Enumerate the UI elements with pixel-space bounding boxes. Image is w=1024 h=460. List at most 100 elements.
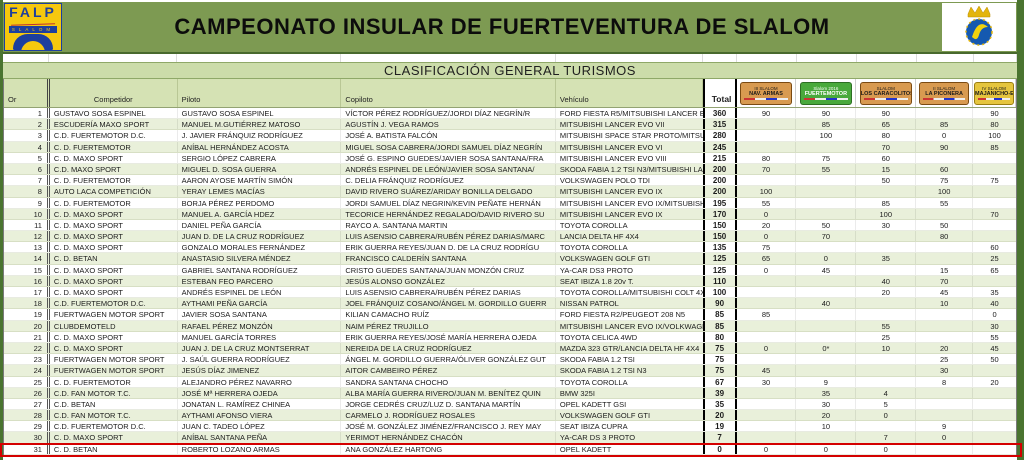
cell-score-4[interactable]: 30 (916, 365, 974, 376)
cell-score-4[interactable]: 80 (916, 231, 974, 242)
cell-competitor[interactable]: C. D. MAXO SPORT (50, 287, 178, 298)
cell-total[interactable]: 215 (702, 152, 737, 163)
cell-score-1[interactable]: 90 (737, 108, 797, 119)
cell-score-4[interactable] (916, 242, 974, 253)
cell-pilot[interactable]: JUAN D. DE LA CRUZ RODRÍGUEZ (178, 231, 342, 242)
cell-pilot[interactable]: BORJA PÉREZ PERDOMO (178, 197, 342, 208)
cell-score-2[interactable] (796, 197, 857, 208)
cell-position[interactable]: 20 (4, 320, 50, 331)
cell-total[interactable]: 110 (702, 275, 737, 286)
cell-score-4[interactable]: 55 (916, 197, 974, 208)
cell-competitor[interactable]: C. D. FUERTEMOTOR (50, 141, 178, 152)
cell-pilot[interactable]: MANUEL GARCÍA TORRES (178, 331, 342, 342)
cell-score-4[interactable]: 90 (916, 141, 974, 152)
cell-score-2[interactable] (796, 175, 857, 186)
cell-score-2[interactable]: 0* (796, 342, 857, 354)
cell-score-3[interactable]: 50 (856, 175, 917, 186)
cell-score-4[interactable]: 85 (916, 119, 974, 130)
cell-score-3[interactable] (856, 242, 917, 253)
cell-total[interactable]: 100 (702, 287, 737, 298)
cell-score-5[interactable]: 100 (988, 131, 1001, 141)
cell-score-3[interactable] (856, 264, 917, 275)
cell-total[interactable]: 135 (702, 242, 737, 253)
cell-score-3[interactable] (856, 309, 917, 320)
cell-score-2[interactable]: 30 (796, 398, 857, 410)
cell-competitor[interactable]: FUERTWAGEN MOTOR SPORT (50, 365, 178, 376)
cell-total[interactable]: 200 (702, 186, 737, 197)
cell-score-3[interactable]: 20 (856, 287, 917, 298)
cell-score-5[interactable]: 90 (990, 109, 999, 118)
cell-competitor[interactable]: C. D. MAXO SPORT (50, 219, 178, 231)
cell-pilot[interactable]: MANUEL M.GUTIÉRREZ MATOSO (178, 119, 342, 130)
cell-position[interactable]: 28 (4, 410, 50, 421)
cell-score-5[interactable] (973, 198, 1016, 208)
cell-score-1[interactable]: 0 (737, 208, 797, 219)
cell-copilot[interactable]: JORDI SAMUEL DÍAZ NEGRIN/KEVIN PEÑATE HE… (341, 197, 556, 208)
cell-competitor[interactable]: C. D. MAXO SPORT (50, 342, 178, 354)
cell-copilot[interactable]: SANDRA SANTANA CHOCHO (341, 376, 556, 387)
cell-copilot[interactable]: NEREIDA DE LA CRUZ RODRÍGUEZ (341, 342, 556, 354)
cell-position[interactable]: 12 (4, 231, 50, 242)
cell-score-2[interactable] (796, 275, 857, 286)
cell-copilot[interactable]: ERIK GUERRA REYES/JUAN D. DE LA CRUZ ROD… (341, 242, 556, 253)
cell-score-1[interactable]: 75 (737, 242, 797, 253)
cell-score-4[interactable] (916, 410, 974, 421)
cell-competitor[interactable]: C. D. BETAN (50, 253, 178, 264)
cell-pilot[interactable]: ALEJANDRO PÉREZ NAVARRO (178, 376, 342, 387)
cell-total[interactable]: 39 (702, 387, 737, 398)
cell-score-1[interactable] (737, 320, 797, 331)
cell-vehicle[interactable]: BMW 325I (559, 388, 595, 398)
cell-position[interactable]: 17 (4, 287, 50, 298)
cell-total[interactable]: 170 (702, 208, 737, 219)
cell-position[interactable]: 25 (4, 376, 50, 387)
cell-score-2[interactable] (796, 365, 857, 376)
cell-position[interactable]: 6 (4, 163, 50, 175)
cell-pilot[interactable]: JESÚS DÍAZ JIMENEZ (178, 365, 342, 376)
header-cell-vehicle[interactable]: Vehículo (555, 79, 703, 107)
cell-score-2[interactable]: 45 (796, 264, 857, 275)
cell-pilot[interactable]: AARON AYOSE MARTÍN SIMÓN (178, 175, 342, 186)
cell-competitor[interactable]: C. D. FUERTEMOTOR (50, 197, 178, 208)
header-cell-competitor[interactable]: Competidor (49, 79, 178, 107)
cell-total[interactable]: 125 (702, 264, 737, 275)
cell-score-1[interactable] (737, 331, 797, 342)
cell-copilot[interactable]: MIGUEL SOSA CABRERA/JORDI SAMUEL DÍAZ NE… (341, 141, 556, 152)
cell-competitor[interactable]: FUERTWAGEN MOTOR SPORT (50, 354, 178, 365)
cell-vehicle[interactable]: MITSUBISHI LANCER EVO IX/MITSUBISHI LA (559, 198, 703, 208)
cell-position[interactable]: 22 (4, 342, 50, 354)
cell-score-1[interactable]: 45 (737, 365, 797, 376)
cell-competitor[interactable]: FUERTWAGEN MOTOR SPORT (50, 309, 178, 320)
cell-competitor[interactable]: GUSTAVO SOSA ESPINEL (50, 108, 178, 119)
cell-score-3[interactable]: 5 (856, 398, 917, 410)
cell-score-5[interactable] (973, 153, 1016, 163)
cell-pilot[interactable]: GABRIEL SANTANA RODRÍGUEZ (178, 264, 342, 275)
cell-total[interactable]: 20 (702, 410, 737, 421)
cell-score-4[interactable]: 45 (916, 287, 974, 298)
cell-competitor[interactable]: C. D. MAXO SPORT (50, 208, 178, 219)
cell-total[interactable]: 315 (702, 119, 737, 130)
cell-total[interactable]: 90 (702, 298, 737, 309)
cell-competitor[interactable]: AUTO LACA COMPETICIÓN (50, 186, 178, 197)
cell-copilot[interactable]: ALBA MARÍA GUERRA RIVERO/JUAN M. BENÍTEZ… (341, 387, 556, 398)
cell-score-5[interactable] (973, 186, 1016, 196)
cell-score-4[interactable]: 0 (916, 130, 974, 141)
cell-score-1[interactable] (737, 287, 797, 298)
cell-score-5[interactable]: 20 (990, 377, 999, 387)
cell-position[interactable]: 27 (4, 398, 50, 410)
cell-competitor[interactable]: C. D. MAXO SPORT (50, 242, 178, 253)
cell-position[interactable]: 21 (4, 331, 50, 342)
header-cell-copilot[interactable]: Copiloto (341, 79, 556, 107)
cell-total[interactable]: 19 (702, 421, 737, 432)
cell-score-3[interactable] (856, 231, 917, 242)
cell-score-4[interactable] (916, 108, 974, 119)
cell-score-5[interactable]: 65 (990, 265, 999, 275)
cell-total[interactable]: 125 (702, 253, 737, 264)
cell-score-2[interactable]: 100 (796, 130, 857, 141)
cell-score-2[interactable]: 0 (796, 443, 857, 454)
cell-score-1[interactable]: 0 (737, 264, 797, 275)
cell-score-1[interactable] (737, 130, 797, 141)
cell-position[interactable]: 14 (4, 253, 50, 264)
cell-score-2[interactable] (796, 320, 857, 331)
cell-score-3[interactable]: 25 (856, 331, 917, 342)
cell-position[interactable]: 31 (4, 443, 50, 454)
